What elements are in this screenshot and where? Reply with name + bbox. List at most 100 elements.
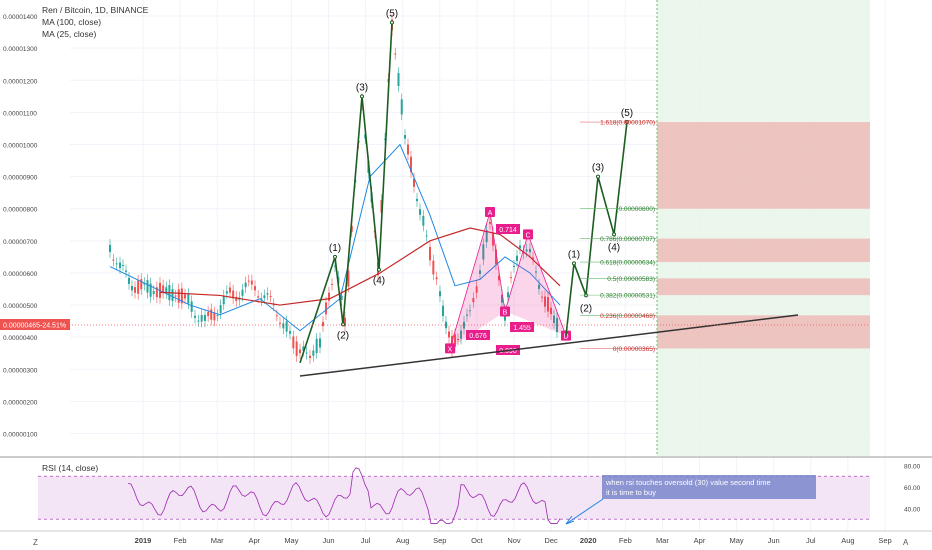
harmonic-point-label: X [448, 346, 453, 353]
time-tick: Feb [619, 536, 632, 545]
price-tick: 0.00000800 [3, 207, 38, 214]
price-tick: 0.00001100 [3, 110, 37, 117]
time-tick: Sep [878, 536, 891, 545]
price-tick: 0.00001300 [3, 46, 38, 53]
candle-body [334, 265, 336, 267]
candle-body [331, 283, 333, 285]
candle-body [422, 215, 425, 226]
time-tick: Feb [174, 536, 187, 545]
fib-levels: 1.618(0.00001070) (0.00000800) 0.786(0.000… [580, 120, 657, 353]
timezone-icon[interactable]: Z [33, 538, 38, 547]
elliott-wave-label: (3) [356, 82, 368, 93]
auto-scale-icon[interactable]: A [903, 538, 909, 547]
candle-body [380, 200, 383, 213]
candle-body [155, 287, 158, 298]
candle-body [541, 296, 543, 298]
rsi-title: RSI (14, close) [42, 463, 98, 473]
ma-100-line [159, 227, 561, 306]
candle-body [204, 314, 206, 322]
harmonic-xab [450, 211, 505, 349]
candle-body [482, 244, 485, 260]
harmonic-point-label: C [525, 232, 530, 239]
elliott-wave-node [390, 20, 394, 25]
projected-wave-node [612, 232, 616, 237]
fib-label: 0.236(0.00000468) [600, 313, 655, 320]
candle-body [328, 292, 330, 301]
price-axis[interactable]: 0.00001400 0.00001300 0.00001200 0.00001100… [3, 14, 38, 438]
time-axis[interactable]: 2019 Feb Mar Apr May Jun Jul Aug Sep Oct Nov Dec 202… [135, 536, 892, 545]
candle-body [407, 144, 409, 155]
candle-body [442, 305, 444, 317]
candle-body [200, 314, 203, 322]
candle-body [325, 302, 327, 315]
candle-body [492, 232, 494, 246]
ma-100-legend: MA (100, close) [42, 17, 101, 27]
candle-body [485, 230, 488, 243]
candle-body [513, 265, 515, 267]
time-tick: May [730, 536, 744, 545]
rsi-arrow-head [565, 515, 575, 525]
candle-body [244, 282, 247, 288]
harmonic-point-label: A [488, 210, 493, 217]
harmonic-ratio-label: 0.676 [469, 333, 487, 340]
candle-body [501, 294, 503, 303]
candle-body [466, 314, 468, 316]
candle-body [322, 321, 324, 327]
rsi-annotation-box[interactable] [602, 475, 816, 499]
candle-body [187, 293, 190, 304]
candle-body [152, 290, 155, 295]
elliott-wave-label: (5) [386, 8, 398, 19]
candle-body [340, 295, 343, 301]
candle-body [463, 321, 465, 329]
fib-label: 0(0.00000365) [613, 346, 655, 353]
rsi-annotation-arrow [565, 498, 604, 525]
candle-body [394, 53, 397, 55]
candle-body [416, 198, 418, 202]
candle-body [112, 259, 115, 261]
current-change-label: -24.51% [40, 323, 66, 330]
time-tick: Jul [361, 536, 371, 545]
projected-wave-label: (4) [608, 242, 620, 253]
candle-body [282, 323, 285, 329]
candle-body [400, 99, 403, 115]
candle-body [232, 290, 235, 299]
time-tick: 2020 [580, 536, 597, 545]
candle-body [312, 350, 315, 356]
candle-body [439, 291, 441, 297]
candle-body [516, 255, 518, 262]
rsi-tick: 60.00 [904, 485, 921, 492]
harmonic-ratio-badge [510, 322, 534, 332]
harmonic-point-label: B [503, 309, 508, 316]
price-tick: 0.00000500 [3, 303, 38, 310]
time-tick: Jul [806, 536, 816, 545]
candle-body [429, 246, 431, 261]
candle-body [285, 321, 288, 332]
time-tick: 2019 [135, 536, 152, 545]
stop-zone [657, 122, 870, 209]
candle-body [292, 336, 295, 349]
fib-label: 0.786(0.00000707) [600, 236, 655, 243]
price-tick: 0.00001400 [3, 14, 38, 21]
candle-body [128, 277, 130, 284]
candle-body [210, 309, 213, 320]
candle-body [194, 315, 196, 318]
candle-body [190, 301, 193, 312]
candle-body [197, 320, 200, 322]
elliott-wave-line [299, 22, 393, 364]
projected-wave-line [565, 121, 628, 336]
candle-body [550, 307, 552, 315]
candle-body [472, 298, 475, 303]
projected-wave-node [596, 174, 600, 179]
candle-body [448, 331, 450, 338]
price-tick: 0.00000900 [3, 175, 38, 182]
fib-label: 0.618(0.00000634) [600, 260, 655, 267]
candle-body [115, 263, 118, 265]
current-price-badge [0, 319, 70, 330]
time-tick: Jun [322, 536, 334, 545]
target-zones [656, 0, 870, 456]
candle-body [319, 338, 321, 348]
candle-body [305, 352, 308, 354]
candle-body [184, 294, 186, 299]
price-tick: 0.00000400 [3, 335, 38, 342]
